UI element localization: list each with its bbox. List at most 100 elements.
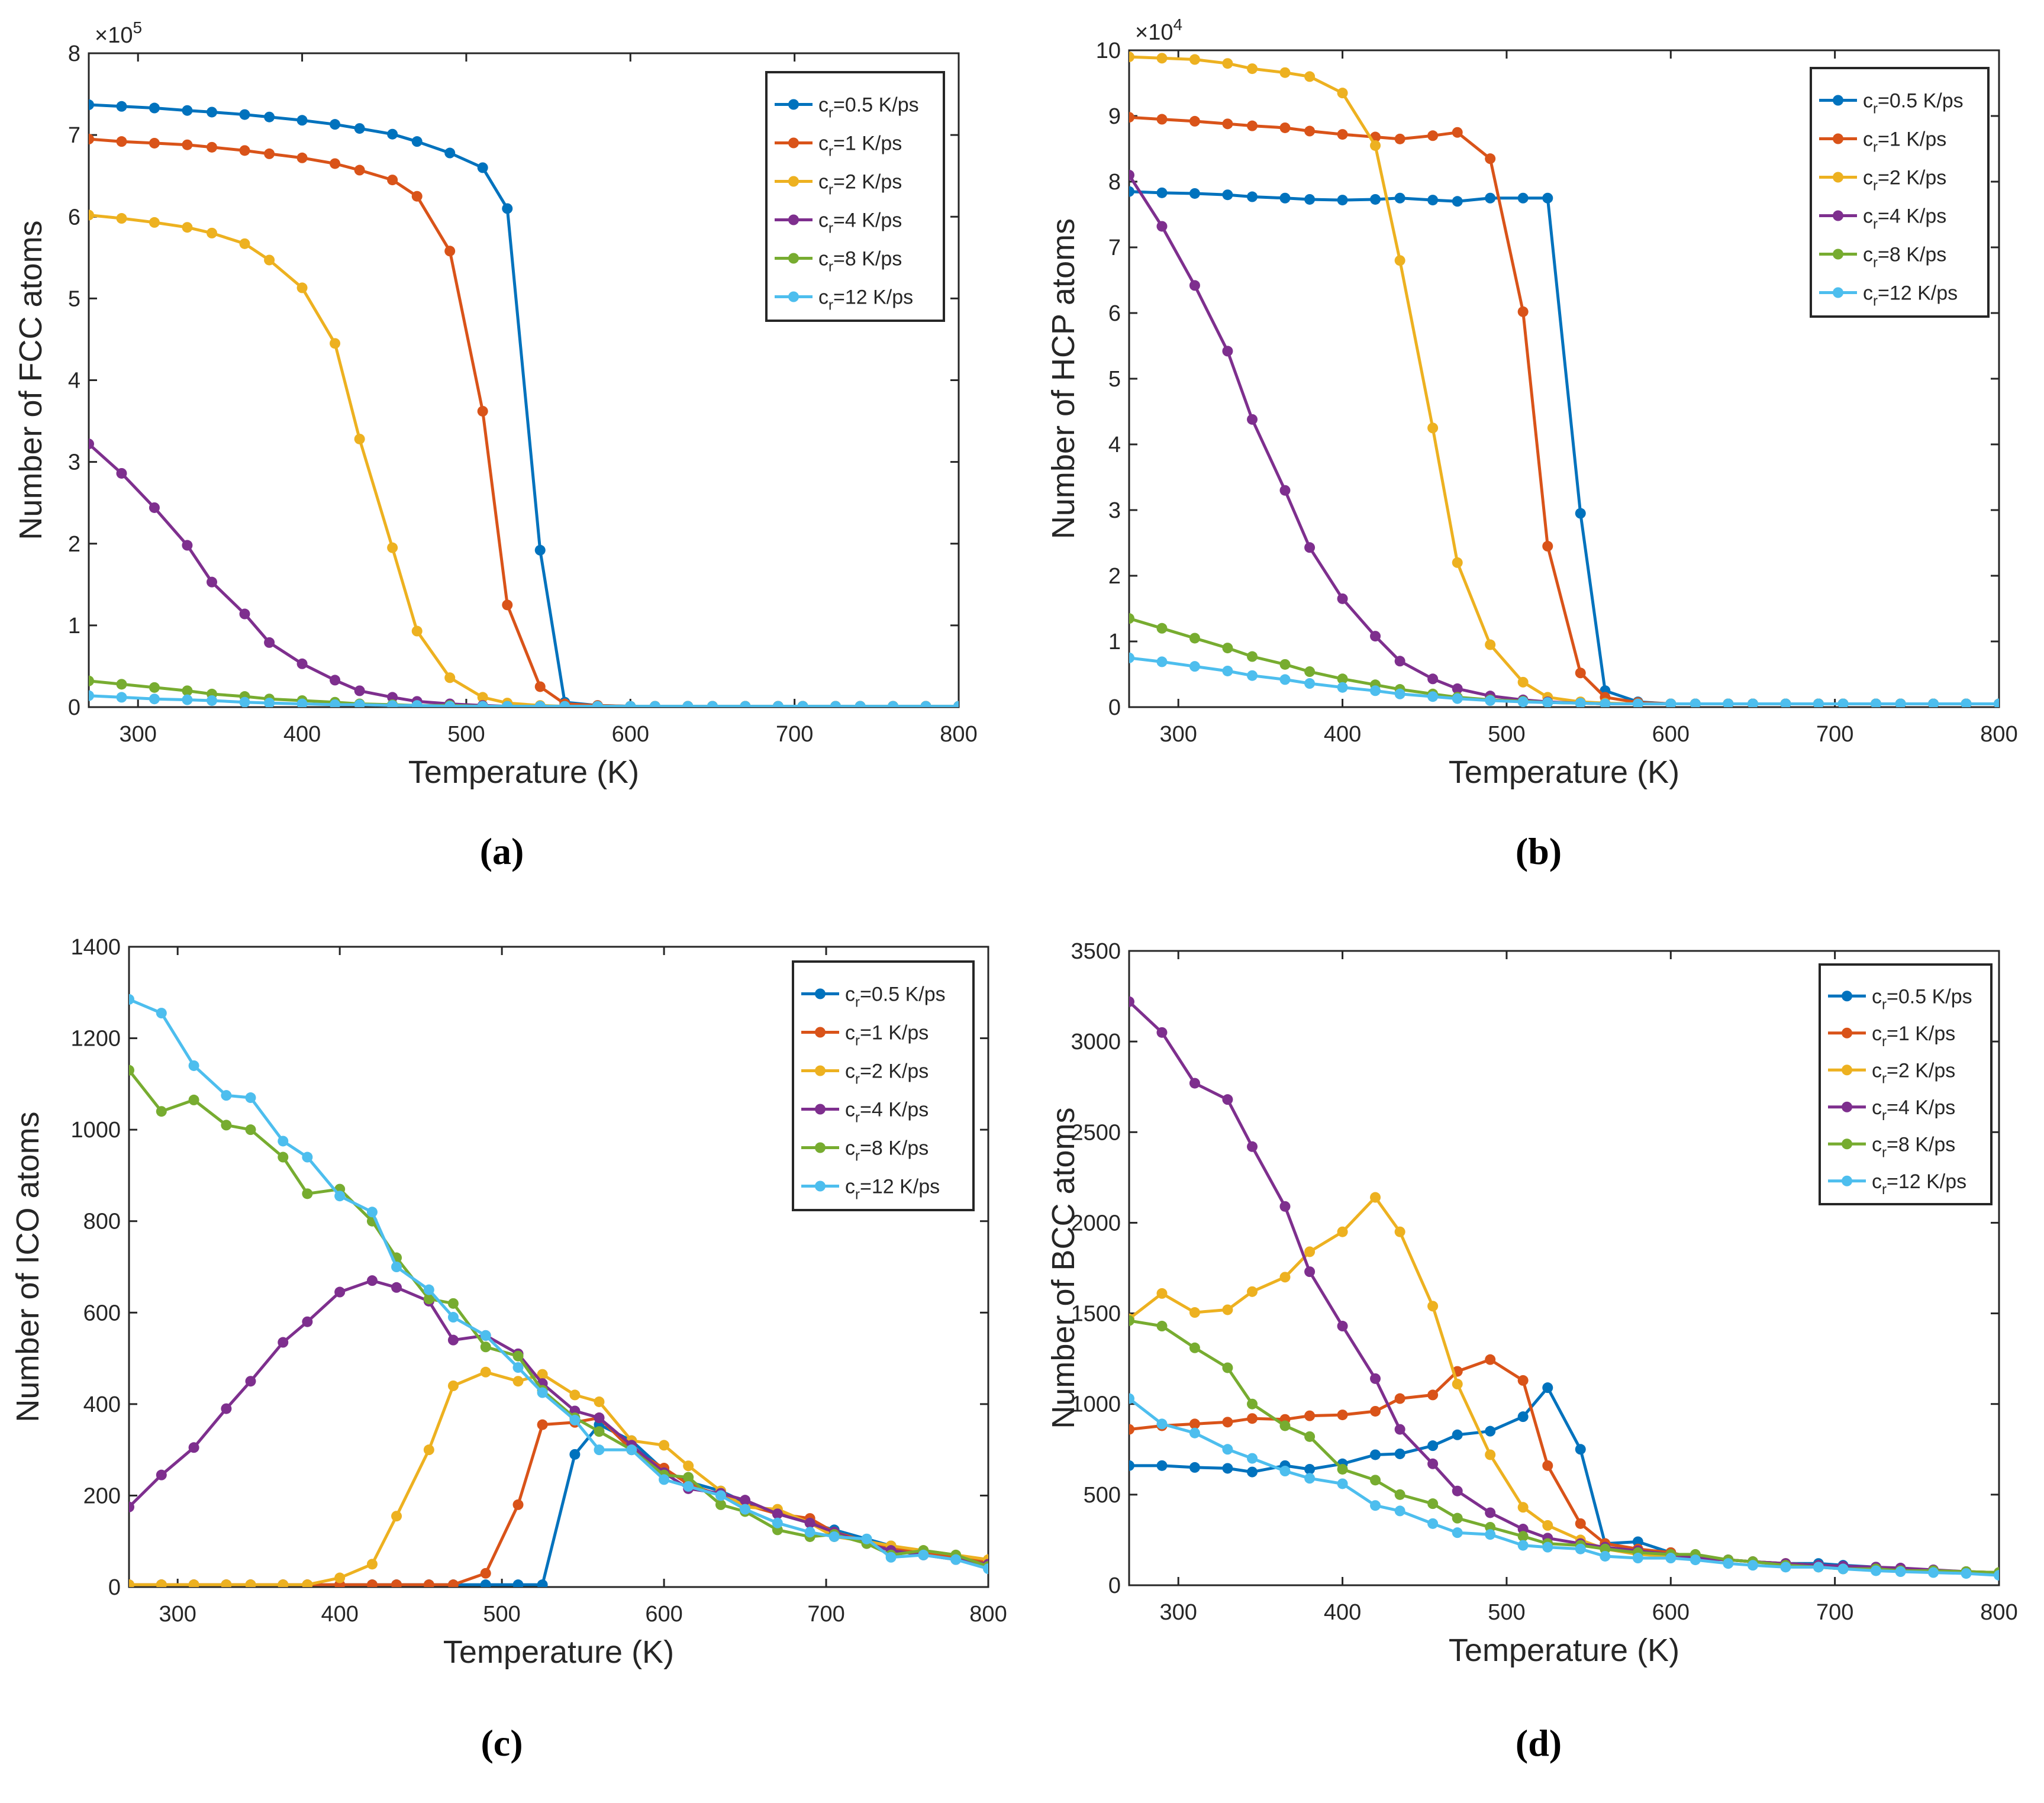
legend-text: =12 K/ps [1887, 1170, 1966, 1193]
data-point [239, 696, 250, 707]
data-point [1747, 1560, 1758, 1571]
x-tick-label: 700 [1816, 1600, 1853, 1625]
data-point [423, 1294, 434, 1305]
data-point [207, 227, 218, 238]
x-tick-label: 400 [321, 1602, 358, 1627]
legend-swatch-marker [1833, 172, 1843, 183]
data-point [1337, 1463, 1348, 1475]
legend-subscript: r [855, 1187, 860, 1203]
legend-entry: cr=8 K/ps [845, 1137, 928, 1165]
data-point [278, 1152, 289, 1163]
data-point [330, 338, 341, 349]
data-point [1780, 698, 1791, 707]
legend-prefix: c [845, 983, 855, 1006]
data-point [1370, 1475, 1381, 1486]
legend-text: =0.5 K/ps [860, 983, 946, 1006]
x-tick-label: 600 [645, 1602, 682, 1627]
legend-text: =8 K/ps [1887, 1133, 1955, 1156]
data-point [387, 692, 398, 703]
data-point [354, 685, 365, 696]
data-point [1575, 667, 1586, 679]
series-line [89, 694, 959, 707]
data-point [534, 681, 546, 692]
legend-text: =2 K/ps [833, 171, 902, 193]
data-point [411, 136, 423, 147]
data-point [129, 994, 134, 1005]
data-point [89, 99, 94, 111]
data-point [447, 1380, 459, 1391]
data-point [1370, 1405, 1381, 1417]
data-point [1665, 698, 1677, 707]
data-point [182, 694, 193, 705]
data-point [1517, 1531, 1529, 1542]
x-tick-label: 800 [1980, 1600, 2017, 1625]
legend-text: =8 K/ps [833, 248, 902, 270]
data-point [1394, 688, 1405, 699]
legend-prefix: c [1863, 128, 1873, 151]
data-point [302, 1188, 313, 1199]
legend-entry: cr=12 K/ps [845, 1176, 940, 1203]
data-point [334, 1572, 346, 1583]
legend-subscript: r [1882, 1034, 1887, 1050]
y-tick-label: 3500 [1071, 939, 1121, 964]
x-tick-label: 500 [1488, 722, 1525, 747]
data-point [1780, 1562, 1791, 1573]
data-point [89, 209, 94, 221]
data-point [1156, 622, 1168, 634]
data-point [804, 1517, 815, 1528]
data-point [391, 1579, 402, 1587]
y-tick-label: 5 [1108, 367, 1121, 392]
legend-text: =12 K/ps [1878, 282, 1958, 305]
data-point [1304, 71, 1316, 82]
legend-entry: cr=2 K/ps [1872, 1059, 1955, 1086]
data-point [447, 1579, 459, 1587]
x-tick-label: 600 [612, 722, 649, 747]
legend-text: =0.5 K/ps [833, 94, 919, 117]
data-point [1304, 666, 1316, 678]
data-point [129, 1501, 134, 1512]
data-point [245, 1376, 256, 1387]
data-point [444, 701, 456, 707]
data-point [354, 699, 365, 707]
data-point [594, 1426, 605, 1437]
data-point [480, 1567, 491, 1579]
legend-subscript: r [1873, 178, 1878, 194]
series-line [129, 998, 988, 1570]
legend-subscript: r [1882, 1070, 1887, 1086]
legend-entry: cr=0.5 K/ps [1872, 985, 1972, 1012]
x-tick-label: 700 [776, 722, 813, 747]
data-point [1129, 613, 1134, 624]
data-point [594, 1396, 605, 1407]
legend-swatch-marker [788, 176, 799, 187]
data-point [156, 1579, 167, 1587]
data-point [480, 1330, 491, 1341]
data-point [1156, 656, 1168, 667]
legend-subscript: r [828, 221, 833, 237]
y-axis-title: Number of BCC atoms [1046, 1107, 1081, 1428]
legend-swatch-marker [1842, 991, 1852, 1002]
data-point [594, 1412, 605, 1424]
data-point [1427, 195, 1439, 206]
series-line [1129, 1397, 1999, 1577]
legend-prefix: c [1872, 1096, 1882, 1119]
data-point [1370, 1373, 1381, 1384]
data-point [1394, 656, 1405, 667]
data-point [1189, 1462, 1200, 1473]
data-point [1156, 1460, 1168, 1471]
data-point [1304, 1473, 1316, 1484]
data-point [296, 658, 308, 669]
x-tick-label: 300 [1160, 1600, 1197, 1625]
data-point [480, 1341, 491, 1353]
data-point [188, 1060, 199, 1071]
data-point [1129, 652, 1134, 663]
data-point [1690, 1554, 1701, 1566]
legend-entry: cr=1 K/ps [845, 1022, 928, 1049]
legend-swatch-marker [788, 253, 799, 264]
data-point [1222, 643, 1233, 654]
y-tick-label: 500 [1084, 1483, 1121, 1508]
data-point [1189, 633, 1200, 644]
data-point [1189, 1418, 1200, 1430]
data-point [1156, 1288, 1168, 1299]
x-tick-label: 700 [807, 1602, 844, 1627]
data-point [1279, 674, 1291, 685]
